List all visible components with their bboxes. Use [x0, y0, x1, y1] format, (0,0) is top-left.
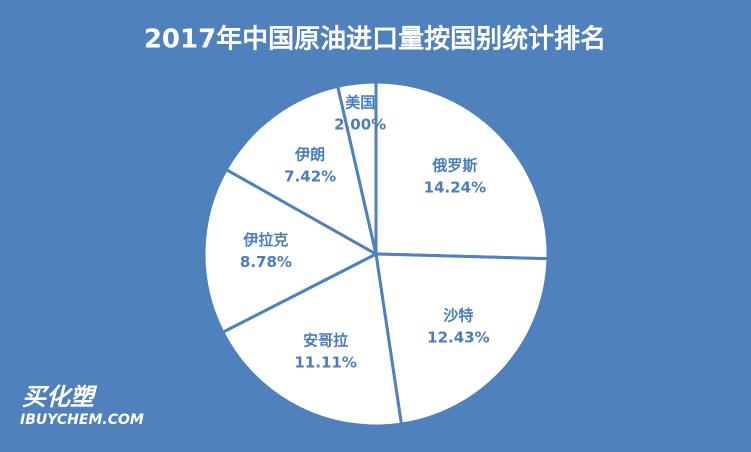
slice-name: 俄罗斯: [431, 157, 477, 175]
labels: 俄罗斯 14.24% 沙特 12.43% 安哥拉 11.11% 伊拉克 8.78% 伊朗 7.42…: [240, 93, 490, 371]
slice-name: 安哥拉: [303, 331, 348, 349]
slice-value-label: 2.00%: [334, 115, 386, 133]
pie-slice: [202, 167, 380, 335]
pie-slice: [224, 84, 379, 257]
slice-name: 伊拉克: [242, 231, 288, 249]
slice-name: 美国: [345, 93, 375, 111]
pie-slice: [335, 80, 378, 255]
slice-value-label: 14.24%: [424, 179, 486, 197]
slice-value-label: 12.43%: [427, 329, 489, 347]
pie-slice: [374, 80, 550, 261]
watermark-brand: 买化塑: [22, 383, 98, 411]
chart-title: 2017年中国原油进口量按国别统计排名: [144, 24, 606, 55]
slice-value-label: 8.78%: [240, 253, 292, 271]
pie-slice: [374, 252, 550, 426]
slice-value-label: 7.42%: [284, 167, 336, 185]
pie-slice: [220, 251, 404, 428]
slice-name: 伊朗: [294, 145, 325, 163]
slice-value-label: 11.11%: [294, 353, 356, 371]
slice-name: 沙特: [443, 307, 473, 325]
pie: [202, 80, 550, 428]
watermark-site: IBUYCHEM.COM: [20, 412, 144, 428]
